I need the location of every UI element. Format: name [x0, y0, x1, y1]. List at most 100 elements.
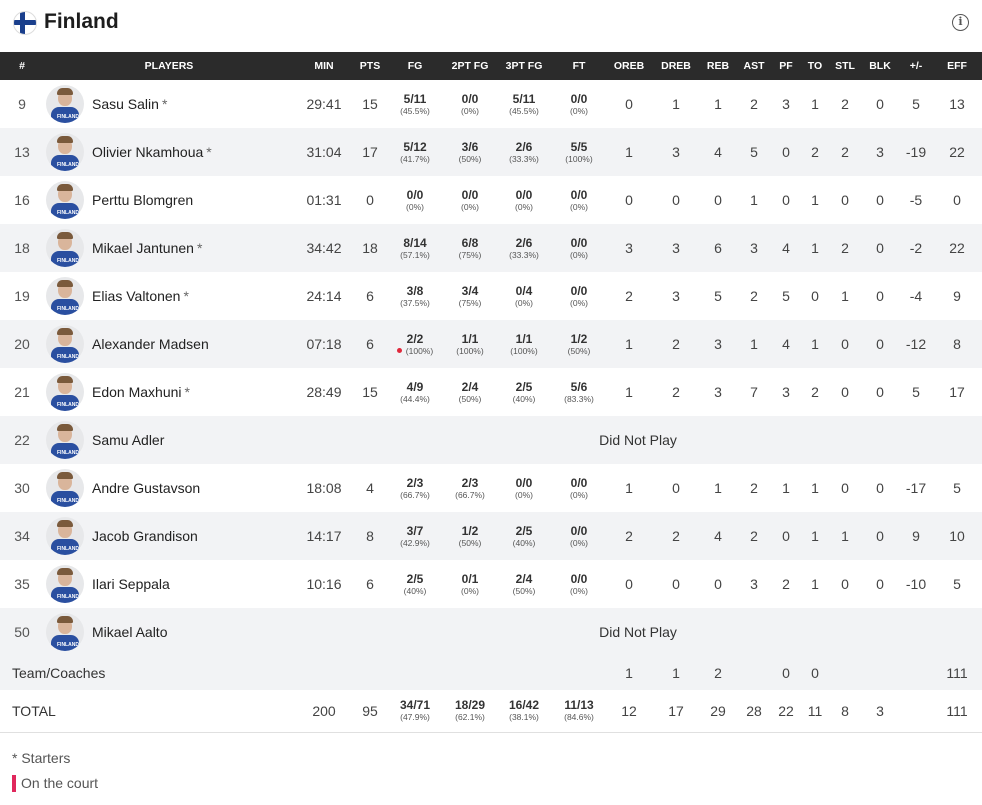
player-row[interactable]: 9 FINLAND Sasu Salin * 29:41 15 5/11 (45.5%) 0/0…	[0, 80, 982, 128]
fg-pct: (40%)	[403, 585, 427, 596]
column-header[interactable]: +/-	[909, 60, 923, 72]
column-header[interactable]: PTS	[359, 60, 381, 72]
minutes-cell: 31:04	[294, 128, 354, 176]
player-row[interactable]: 20 FINLAND Alexander Madsen 07:18 6 2/2 (100%)…	[0, 320, 982, 368]
player-row[interactable]: 22 FINLAND Samu Adler Did Not Play	[0, 416, 982, 464]
ast-cell: 1	[736, 320, 772, 368]
player-name-link[interactable]: Mikael Jantunen *	[92, 240, 203, 256]
minutes-cell: 29:41	[294, 80, 354, 128]
column-header[interactable]: 3PT FG	[505, 60, 543, 72]
dreb-value: 2	[672, 384, 680, 400]
column-header[interactable]: TO	[807, 60, 823, 72]
player-cell: FINLAND Mikael Aalto	[44, 608, 294, 656]
oreb-cell: 1	[606, 656, 652, 690]
jersey-number-cell: 35	[0, 560, 44, 608]
fg3-pct: (38.1%)	[509, 712, 539, 723]
player-row[interactable]: 34 FINLAND Jacob Grandison 14:17 8 3/7 (42.9%)…	[0, 512, 982, 560]
pf-value: 4	[782, 336, 790, 352]
pf-cell: 0	[772, 656, 800, 690]
dreb-value: 3	[672, 144, 680, 160]
table-header-row: # PLAYERS MIN PTS FG 2PT FG 3PT FG FT OREB DREB RE…	[0, 52, 982, 80]
player-name-link[interactable]: Edon Maxhuni *	[92, 384, 190, 400]
minutes-cell: 24:14	[294, 272, 354, 320]
fg2-pct: (50%)	[458, 537, 482, 548]
player-row[interactable]: 19 FINLAND Elias Valtonen * 24:14 6 3/8 (37.5%)…	[0, 272, 982, 320]
total-row: TOTAL 200 95 34/71 (47.9%) 18/29 (62.1%) 16/42(…	[0, 690, 982, 732]
reb-value: 3	[714, 384, 722, 400]
eff-value: 5	[953, 576, 961, 592]
column-header[interactable]: EFF	[947, 60, 967, 72]
player-name-link[interactable]: Olivier Nkamhoua *	[92, 144, 212, 160]
column-header[interactable]: #	[19, 60, 25, 72]
jersey-number-cell: 22	[0, 416, 44, 464]
column-header[interactable]: OREB	[613, 60, 645, 72]
player-row[interactable]: 30 FINLAND Andre Gustavson 18:08 4 2/3 (66.7%)…	[0, 464, 982, 512]
column-header[interactable]: FG	[407, 60, 423, 72]
blk-cell: 3	[860, 128, 900, 176]
column-header[interactable]: BLK	[869, 60, 891, 72]
ft-pct: (100%)	[565, 153, 593, 164]
starter-marker: *	[196, 240, 203, 256]
player-row[interactable]: 21 FINLAND Edon Maxhuni * 28:49 15 4/9 (44.4%) 2…	[0, 368, 982, 416]
player-name-link[interactable]: Sasu Salin *	[92, 96, 168, 112]
dreb-value: 3	[672, 240, 680, 256]
oreb-cell: 2	[606, 272, 652, 320]
jersey-number-cell: 30	[0, 464, 44, 512]
minutes: 10:16	[306, 576, 342, 592]
blk-value: 0	[876, 192, 884, 208]
player-name-link[interactable]: Perttu Blomgren	[92, 192, 194, 208]
column-header[interactable]: AST	[743, 60, 765, 72]
reb-cell: 4	[700, 512, 736, 560]
pm-value: -4	[909, 288, 923, 304]
column-header[interactable]: MIN	[314, 60, 334, 72]
stl-cell: 0	[830, 464, 860, 512]
stl-cell: 1	[830, 512, 860, 560]
column-header[interactable]: STL	[835, 60, 855, 72]
column-header[interactable]: DREB	[661, 60, 691, 72]
ast-cell: 2	[736, 80, 772, 128]
on-court-marker	[12, 775, 16, 792]
player-row[interactable]: 13 FINLAND Olivier Nkamhoua * 31:04 17 5/12 (41…	[0, 128, 982, 176]
player-row[interactable]: 16 FINLAND Perttu Blomgren 01:31 0 0/0 (0%) 0/0…	[0, 176, 982, 224]
reb-value: 0	[714, 576, 722, 592]
player-row[interactable]: 18 FINLAND Mikael Jantunen * 34:42 18 8/14 (57.…	[0, 224, 982, 272]
fg-pct: (66.7%)	[400, 489, 430, 500]
reb-cell: 0	[700, 176, 736, 224]
minutes: 18:08	[306, 480, 342, 496]
player-name-link[interactable]: Mikael Aalto	[92, 624, 168, 640]
jersey-number: 20	[14, 336, 30, 352]
to-value: 1	[811, 528, 819, 544]
did-not-play-cell: Did Not Play	[294, 416, 982, 464]
column-header[interactable]: REB	[706, 60, 730, 72]
info-icon[interactable]: i	[952, 14, 969, 31]
player-row[interactable]: 35 FINLAND Ilari Seppala 10:16 6 2/5 (40%) 0/1(…	[0, 560, 982, 608]
player-cell: FINLAND Perttu Blomgren	[44, 176, 294, 224]
stl-cell: 0	[830, 176, 860, 224]
player-name-link[interactable]: Jacob Grandison	[92, 528, 198, 544]
minutes: 28:49	[306, 384, 342, 400]
eff-cell: 0	[932, 176, 982, 224]
eff-value: 111	[946, 702, 968, 719]
blk-value: 0	[876, 480, 884, 496]
ast-cell: 2	[736, 512, 772, 560]
player-name-link[interactable]: Andre Gustavson	[92, 480, 201, 496]
blk-cell: 0	[860, 320, 900, 368]
fg3-pct: (33.3%)	[509, 153, 539, 164]
fg2-cell: 1/1 (100%)	[444, 320, 496, 368]
pf-cell: 1	[772, 464, 800, 512]
ft-cell: 0/0 (0%)	[552, 512, 606, 560]
player-name-link[interactable]: Alexander Madsen	[92, 336, 209, 352]
player-name-link[interactable]: Ilari Seppala	[92, 576, 170, 592]
player-name-link[interactable]: Samu Adler	[92, 432, 165, 448]
eff-cell: 13	[932, 80, 982, 128]
player-name-link[interactable]: Elias Valtonen *	[92, 288, 189, 304]
column-header[interactable]: PLAYERS	[144, 60, 194, 72]
oreb-value: 2	[625, 288, 633, 304]
reb-cell: 3	[700, 320, 736, 368]
column-header[interactable]: PF	[779, 60, 793, 72]
player-row[interactable]: 50 FINLAND Mikael Aalto Did Not Play	[0, 608, 982, 656]
pf-cell: 22	[772, 690, 800, 732]
fg-made-attempted: 0/0	[406, 187, 424, 202]
column-header[interactable]: 2PT FG	[451, 60, 489, 72]
column-header[interactable]: FT	[572, 60, 586, 72]
